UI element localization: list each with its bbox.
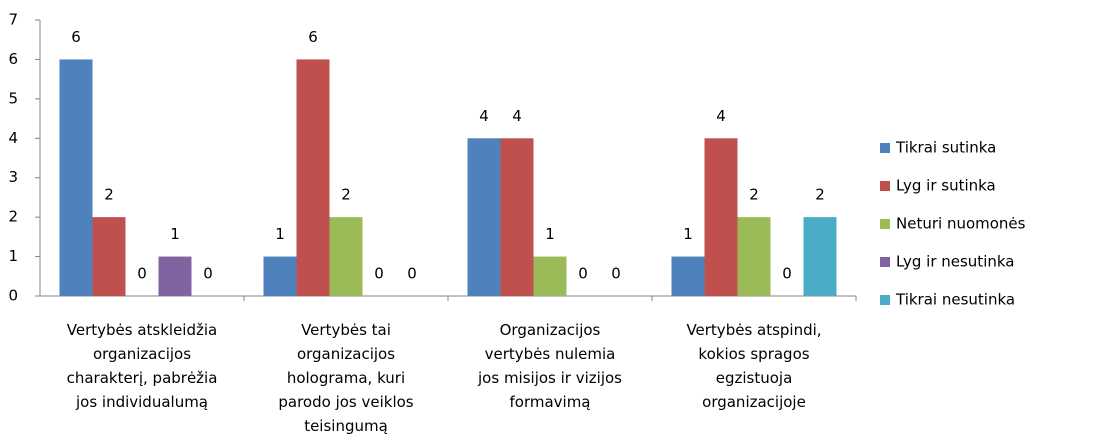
bar xyxy=(737,217,771,296)
bar xyxy=(500,138,534,296)
data-label: 4 xyxy=(716,107,726,125)
data-label: 1 xyxy=(545,225,555,243)
data-label: 0 xyxy=(203,265,213,283)
data-label: 6 xyxy=(308,28,318,46)
legend-swatch xyxy=(880,219,890,229)
y-tick-label: 1 xyxy=(8,247,18,265)
legend-label: Tikrai sutinka xyxy=(895,139,996,157)
bar xyxy=(263,256,297,296)
bar xyxy=(158,256,192,296)
data-label: 1 xyxy=(275,225,285,243)
legend-swatch xyxy=(880,295,890,305)
data-label: 6 xyxy=(71,28,81,46)
bar xyxy=(59,59,93,296)
bar xyxy=(704,138,738,296)
data-label: 0 xyxy=(137,265,147,283)
legend-swatch xyxy=(880,257,890,267)
data-label: 1 xyxy=(170,225,180,243)
legend-label: Tikrai nesutinka xyxy=(895,291,1015,309)
data-label: 0 xyxy=(782,265,792,283)
legend-swatch xyxy=(880,143,890,153)
bar xyxy=(533,256,567,296)
data-label: 4 xyxy=(479,107,489,125)
y-tick-label: 7 xyxy=(8,11,18,29)
bar xyxy=(92,217,126,296)
y-tick-label: 0 xyxy=(8,287,18,305)
data-label: 0 xyxy=(407,265,417,283)
x-tick-label: Vertybės tai organizacijos holograma, kuri… xyxy=(278,321,413,435)
data-label: 0 xyxy=(578,265,588,283)
data-label: 4 xyxy=(512,107,522,125)
x-tick-label: Vertybės atskleidžia organizacijos charakt… xyxy=(67,321,218,411)
legend-swatch xyxy=(880,181,890,191)
data-label: 1 xyxy=(683,225,693,243)
y-tick-label: 4 xyxy=(8,129,18,147)
data-label: 0 xyxy=(374,265,384,283)
bar xyxy=(671,256,705,296)
data-label: 2 xyxy=(749,186,759,204)
bar xyxy=(329,217,363,296)
bar xyxy=(467,138,501,296)
legend-label: Lyg ir nesutinka xyxy=(896,253,1014,271)
data-label: 2 xyxy=(104,186,114,204)
x-tick-label: Organizacijos vertybės nulemia jos misijos… xyxy=(477,321,622,411)
bar xyxy=(803,217,837,296)
data-label: 0 xyxy=(611,265,621,283)
data-label: 2 xyxy=(815,186,825,204)
data-label: 2 xyxy=(341,186,351,204)
bar xyxy=(296,59,330,296)
x-tick-label: Vertybės atspindi, kokios spragos egzistuo… xyxy=(686,321,821,411)
y-tick-label: 2 xyxy=(8,208,18,226)
y-tick-label: 3 xyxy=(8,168,18,186)
legend-label: Lyg ir sutinka xyxy=(896,177,996,195)
y-tick-label: 5 xyxy=(8,89,18,107)
legend-label: Neturi nuomonės xyxy=(896,215,1026,233)
y-tick-label: 6 xyxy=(8,50,18,68)
